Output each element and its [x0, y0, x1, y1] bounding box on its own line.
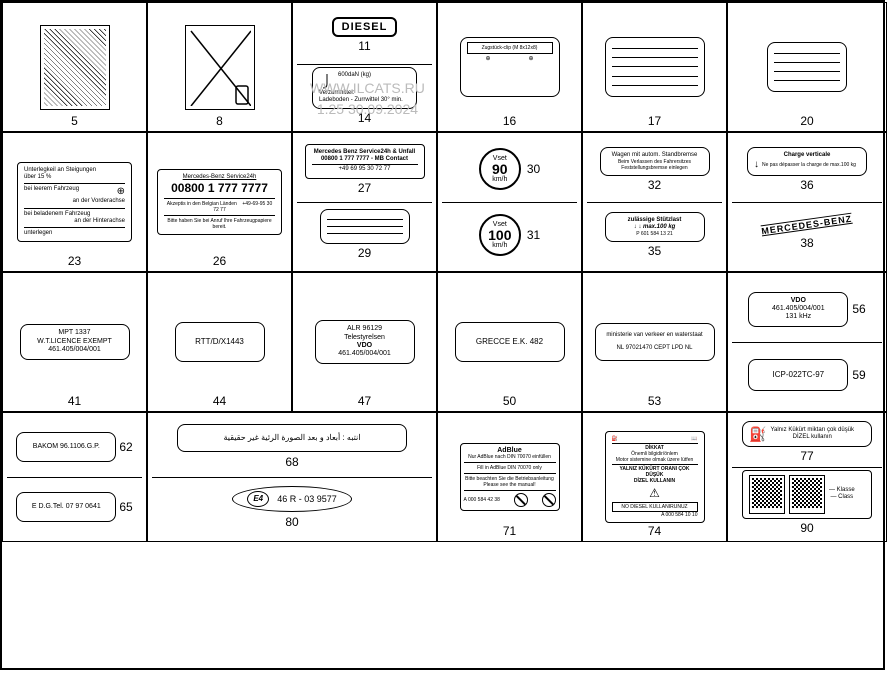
num-71: 71 [503, 524, 516, 538]
cell-77-90: ⛽ Yalnız Kükürt miktarı çok düşük DİZEL … [727, 412, 887, 542]
label-23: Unterlegkeil an Steigungen über 15 % bei… [17, 162, 132, 242]
label-27: Mercedes Benz Service24h & Unfall 00800 … [305, 144, 425, 179]
num-11: 11 [358, 39, 370, 53]
num-17: 17 [648, 114, 661, 128]
num-35: 35 [648, 244, 661, 258]
cell-44: RTT/D/X1443 44 [147, 272, 292, 412]
label-47: ALR 96129 Telestyrelsen VDO 461.405/004/… [315, 320, 415, 364]
book-icon: 📖 [691, 436, 697, 442]
hook-icon [319, 72, 335, 90]
num-50: 50 [503, 394, 516, 408]
cell-36-38: Charge verticale ↓Ne pas dépasser la cha… [727, 132, 887, 272]
cell-32-35: Wagen mit autom. Standbremse Beim Verlas… [582, 132, 727, 272]
num-31: 31 [527, 228, 540, 242]
label-26: Mercedes-Benz Service24h 00800 1 777 777… [157, 169, 282, 235]
label-77: ⛽ Yalnız Kükürt miktarı çok düşük DİZEL … [742, 421, 872, 448]
cell-16: Zugstück-clip (M 8x12x8) ⊕⊕ 16 [437, 2, 582, 132]
num-32: 32 [648, 178, 661, 192]
num-29: 29 [358, 246, 371, 260]
qr-1 [752, 478, 782, 508]
cell-26: Mercedes-Benz Service24h 00800 1 777 777… [147, 132, 292, 272]
graphic-8 [185, 25, 255, 110]
fuel-pump-icon-77: ⛽ [749, 426, 766, 443]
cell-50: GRECCE E.K. 482 50 [437, 272, 582, 412]
num-47: 47 [358, 394, 371, 408]
num-56: 56 [852, 302, 865, 316]
cell-17: 17 [582, 2, 727, 132]
num-77: 77 [800, 449, 813, 463]
cell-53: ministerie van verkeer en waterstaat NL … [582, 272, 727, 412]
mb-logo: MERCEDES-BENZ [761, 213, 853, 236]
num-14: 14 [358, 111, 371, 125]
label-29 [320, 209, 410, 244]
num-62: 62 [119, 440, 132, 454]
qr-2 [792, 478, 822, 508]
label-16: Zugstück-clip (M 8x12x8) ⊕⊕ [460, 37, 560, 97]
label-90: — Klasse — Class [742, 470, 872, 519]
label-56: VDO 461.405/004/001 131 kHz [748, 292, 848, 327]
graphic-5 [40, 25, 110, 110]
num-16: 16 [503, 114, 516, 128]
cell-5: 5 [2, 2, 147, 132]
num-90: 90 [800, 521, 813, 535]
num-59: 59 [852, 368, 865, 382]
cell-74: ⛽📖 DİKKAT Önemli bilgidir/önlem Motor si… [582, 412, 727, 542]
num-38: 38 [800, 236, 813, 250]
label-68: انتبه : أبعاد و بعد الصورة الرئية غير حق… [177, 424, 407, 452]
num-27: 27 [358, 181, 371, 195]
label-44: RTT/D/X1443 [175, 322, 265, 362]
vset-31: Vset 100 km/h [479, 214, 521, 256]
cell-11-14: DIESEL 11 600daN (kg) Verzurrmittel: Lad… [292, 2, 437, 132]
num-80: 80 [285, 515, 298, 529]
num-53: 53 [648, 394, 661, 408]
label-53: ministerie van verkeer en waterstaat NL … [595, 323, 715, 361]
label-74: ⛽📖 DİKKAT Önemli bilgidir/önlem Motor si… [605, 431, 705, 523]
num-74: 74 [648, 524, 661, 538]
e4-icon: E4 [247, 491, 269, 507]
label-71: AdBlue Nur AdBlue nach DIN 70070 einfüll… [460, 443, 560, 511]
label-36: Charge verticale ↓Ne pas dépasser la cha… [747, 147, 867, 176]
cell-62-65: BAKOM 96.1106.G.P. 62 E D.G.Tel. 07 97 0… [2, 412, 147, 542]
diesel-label: DIESEL [332, 17, 398, 37]
cell-30-31: Vset 90 km/h 30 Vset 100 km/h 31 [437, 132, 582, 272]
num-65: 65 [119, 500, 132, 514]
num-23: 23 [68, 254, 81, 268]
cell-41: MPT 1337 W.T.LICENCE EXEMPT 461.405/004/… [2, 272, 147, 412]
label-grid: 5 8 DIESEL 11 600daN (kg) Verzurrmittel:… [0, 0, 885, 670]
num-36: 36 [800, 178, 813, 192]
num-41: 41 [68, 394, 81, 408]
label-80: E4 46 R - 03 9577 [232, 486, 352, 512]
label-62: BAKOM 96.1106.G.P. [16, 432, 116, 462]
num-8: 8 [216, 114, 223, 128]
cell-56-59: VDO 461.405/004/001 131 kHz 56 ICP-022TC… [727, 272, 887, 412]
vset-30: Vset 90 km/h [479, 148, 521, 190]
label-35: zulässige Stützlast ↓ ↓ max.100 kg P 601… [605, 212, 705, 242]
label-17 [605, 37, 705, 97]
label-20 [767, 42, 847, 92]
num-30: 30 [527, 162, 540, 176]
label-41: MPT 1337 W.T.LICENCE EXEMPT 461.405/004/… [20, 324, 130, 359]
cell-8: 8 [147, 2, 292, 132]
cell-47: ALR 96129 Telestyrelsen VDO 461.405/004/… [292, 272, 437, 412]
num-68: 68 [285, 455, 298, 469]
num-26: 26 [213, 254, 226, 268]
cell-23: Unterlegkeil an Steigungen über 15 % bei… [2, 132, 147, 272]
num-20: 20 [800, 114, 813, 128]
fuel-pump-icon: ⛽ [612, 436, 618, 442]
cell-68-80: انتبه : أبعاد و بعد الصورة الرئية غير حق… [147, 412, 437, 542]
num-5: 5 [71, 114, 78, 128]
warning-icon: ⚠ [649, 486, 660, 500]
prohibit-icon-1 [514, 493, 528, 507]
cell-71: AdBlue Nur AdBlue nach DIN 70070 einfüll… [437, 412, 582, 542]
fuel-icon [186, 26, 256, 111]
label-32: Wagen mit autom. Standbremse Beim Verlas… [600, 147, 710, 176]
label-65: E D.G.Tel. 07 97 0641 [16, 492, 116, 522]
label-59: ICP-022TC-97 [748, 359, 848, 391]
prohibit-icon-2 [542, 493, 556, 507]
label-14: 600daN (kg) Verzurrmittel: Ladeboden - Z… [312, 67, 417, 109]
label-50: GRECCE E.K. 482 [455, 322, 565, 362]
cell-27-29: Mercedes Benz Service24h & Unfall 00800 … [292, 132, 437, 272]
cell-20: 20 [727, 2, 887, 132]
num-44: 44 [213, 394, 226, 408]
